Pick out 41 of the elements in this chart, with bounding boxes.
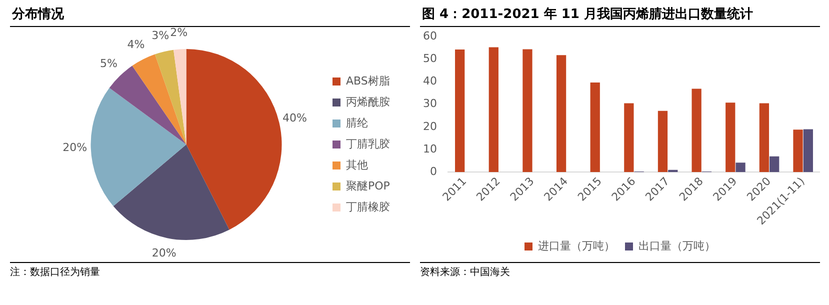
bar bbox=[522, 49, 532, 172]
data-label: 2% bbox=[170, 26, 188, 40]
data-label: 40% bbox=[282, 112, 307, 125]
legend-label: 出口量（万吨） bbox=[638, 239, 716, 252]
legend-label: 其他 bbox=[346, 158, 368, 172]
legend-label: 聚醚POP bbox=[346, 179, 390, 192]
legend-label: 丙烯酰胺 bbox=[346, 95, 390, 108]
y-tick-label: 50 bbox=[422, 52, 437, 66]
bar bbox=[624, 103, 634, 172]
chart-title: 分布情况 bbox=[10, 4, 410, 27]
data-label: 4% bbox=[127, 38, 145, 51]
legend-label: 进口量（万吨） bbox=[538, 239, 615, 252]
text: 注：数据口径为销量 bbox=[10, 266, 101, 280]
y-tick-label: 20 bbox=[422, 120, 437, 133]
data-label: 5% bbox=[100, 57, 118, 70]
bar bbox=[793, 130, 803, 172]
legend-label: 丁腈乳胶 bbox=[346, 137, 390, 150]
bar bbox=[726, 102, 736, 172]
data-label: 20% bbox=[62, 141, 88, 154]
chart-title: 图 4：2011-2021 年 11 月我国丙烯腈进出口数量统计 bbox=[420, 4, 820, 27]
y-tick-label: 60 bbox=[422, 29, 437, 42]
legend-label: 丁腈橡胶 bbox=[346, 200, 390, 214]
y-tick-label: 0 bbox=[430, 165, 437, 178]
bar bbox=[488, 47, 498, 172]
bar bbox=[556, 55, 566, 172]
legend-label: 腈纶 bbox=[346, 116, 368, 130]
text: 资料来源：中国海关 bbox=[420, 266, 511, 280]
bar bbox=[736, 162, 746, 172]
bar bbox=[759, 103, 770, 172]
bar bbox=[455, 49, 465, 172]
bar bbox=[590, 82, 600, 172]
bar bbox=[692, 88, 702, 172]
y-tick-label: 40 bbox=[422, 74, 437, 88]
data-label: 3% bbox=[152, 28, 170, 42]
data-label: 20% bbox=[152, 246, 176, 260]
y-tick-label: 30 bbox=[422, 97, 437, 110]
bar bbox=[658, 110, 668, 172]
legend-label: ABS树脂 bbox=[346, 74, 390, 88]
bar bbox=[770, 156, 780, 172]
bar bbox=[803, 129, 813, 172]
y-tick-label: 10 bbox=[422, 142, 437, 156]
